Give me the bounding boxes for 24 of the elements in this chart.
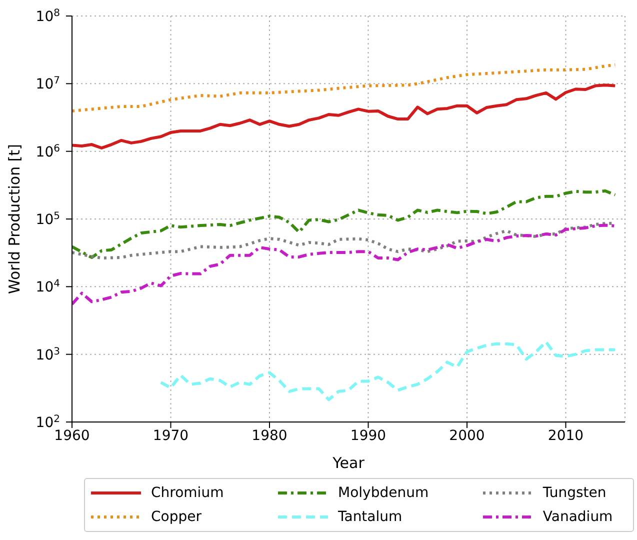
x-tick-label: 1990 [350, 428, 386, 444]
legend-label: Molybdenum [338, 485, 429, 501]
legend-label: Vanadium [542, 509, 613, 525]
y-tick-label: 10$^{7}$ [36, 75, 60, 93]
y-tick-label: 10$^{3}$ [36, 346, 60, 364]
legend-label: Tungsten [542, 485, 606, 501]
x-tick-label: 1980 [252, 428, 288, 444]
line-series [159, 340, 617, 402]
legend-label: Copper [151, 509, 202, 525]
line-series [72, 63, 617, 112]
y-tick-label: 10$^{6}$ [36, 142, 60, 160]
y-axis-title: World Production [t] [5, 144, 24, 294]
line-series [72, 84, 617, 150]
y-tick-label: 10$^{4}$ [36, 278, 60, 296]
x-axis-title: Year [332, 454, 366, 472]
legend-label: Chromium [151, 485, 224, 501]
y-tick-label: 10$^{5}$ [36, 210, 60, 228]
x-tick-label: 2010 [548, 428, 584, 444]
x-tick-label: 1970 [152, 428, 189, 444]
legend-label: Tantalum [338, 509, 402, 525]
x-tick-label: 2000 [449, 428, 485, 444]
line-series [72, 224, 617, 306]
line-series [72, 189, 617, 259]
y-tick-label: 10$^{8}$ [36, 8, 60, 25]
